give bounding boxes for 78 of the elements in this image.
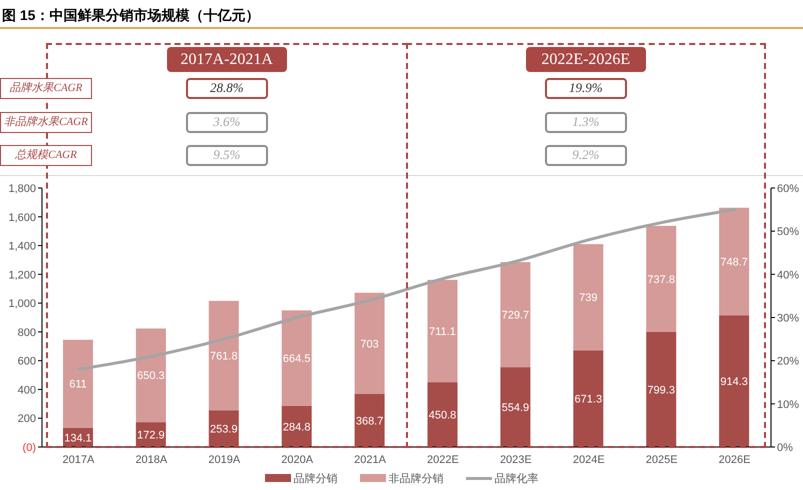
- y2-tick-label: 10%: [777, 398, 800, 411]
- legend-label: 非品牌分销: [388, 472, 444, 486]
- data-label: 172.9: [137, 429, 165, 442]
- bar: [573, 244, 604, 350]
- x-tick-label: 2021A: [354, 454, 387, 466]
- bar: [573, 350, 604, 447]
- y2-tick-label: 20%: [777, 356, 800, 368]
- data-label: 253.9: [210, 424, 238, 436]
- data-label: 611: [69, 378, 87, 391]
- text: 3.6%: [213, 114, 240, 128]
- y-tick-label: 1,000: [8, 298, 36, 310]
- x-tick-label: 2019A: [208, 454, 241, 466]
- chart-title: 图 15：中国鲜果分销市场规模（十亿元）: [2, 7, 260, 23]
- y-tick-label: 1,200: [8, 269, 36, 282]
- y2-tick-label: 50%: [777, 226, 800, 238]
- y2-tick-label: 30%: [777, 312, 800, 324]
- data-label: 739: [579, 292, 598, 304]
- x-tick-label: 2023E: [500, 454, 532, 466]
- text: 2017A-2021A: [180, 51, 273, 68]
- data-label: 711.1: [429, 326, 456, 338]
- x-tick-label: 2017A: [62, 454, 96, 466]
- text: 品牌水果CAGR: [10, 82, 82, 94]
- bar: [208, 300, 239, 410]
- y2-tick-label: 40%: [777, 269, 800, 282]
- data-label: 748.7: [720, 256, 748, 268]
- text: 1.3%: [572, 114, 600, 128]
- data-label: 729.7: [502, 310, 530, 322]
- y-tick-label: 1,600: [8, 212, 36, 224]
- data-label: 761.8: [210, 350, 238, 363]
- x-tick-label: 2025E: [646, 454, 678, 466]
- x-tick-label: 2024E: [572, 454, 605, 466]
- bar: [500, 262, 530, 368]
- y-tick-label: (0): [22, 442, 36, 454]
- y2-tick-label: 60%: [777, 183, 800, 195]
- bar: [354, 394, 385, 447]
- x-tick-label: 2022E: [427, 454, 459, 466]
- y-tick-label: 200: [18, 413, 36, 426]
- bar: [282, 310, 312, 406]
- data-label: 799.3: [647, 384, 675, 396]
- bar: [136, 328, 166, 422]
- y-tick-label: 600: [18, 356, 36, 368]
- bar: [646, 332, 676, 447]
- data-label: 671.3: [574, 394, 602, 406]
- legend-label: 品牌化率: [494, 472, 538, 486]
- data-label: 664.5: [282, 353, 310, 366]
- data-label: 284.8: [282, 421, 310, 434]
- data-label: 914.3: [720, 376, 748, 388]
- y-tick-label: 800: [18, 326, 36, 339]
- data-label: 134.1: [64, 432, 92, 444]
- data-label: 450.8: [428, 409, 456, 422]
- x-tick-label: 2026E: [718, 454, 750, 466]
- bar: [719, 315, 750, 447]
- bar: [428, 280, 458, 382]
- text: 总规模CAGR: [15, 149, 77, 161]
- data-label: 737.8: [647, 274, 675, 286]
- text: 2022E-2026E: [541, 51, 630, 68]
- bar: [63, 340, 93, 428]
- x-tick-label: 2018A: [135, 454, 168, 466]
- legend-label: 品牌分销: [294, 472, 338, 486]
- bar: [354, 292, 385, 394]
- y-tick-label: 1,800: [8, 183, 36, 195]
- text: 28.8%: [210, 80, 244, 95]
- y-tick-label: 1,400: [8, 240, 36, 253]
- x-tick-label: 2020A: [281, 454, 314, 466]
- data-label: 703: [360, 338, 379, 350]
- data-label: 650.3: [137, 370, 165, 382]
- data-label: 554.9: [502, 402, 530, 414]
- text: 9.2%: [572, 147, 600, 162]
- y2-tick-label: 0%: [777, 442, 794, 454]
- text: 19.9%: [568, 80, 603, 95]
- bar: [646, 226, 676, 332]
- text: 非品牌水果CAGR: [4, 116, 88, 128]
- bar: [428, 382, 458, 447]
- text: 9.5%: [213, 147, 240, 162]
- bar: [500, 367, 530, 447]
- bar: [719, 208, 750, 316]
- data-label: 368.7: [356, 415, 384, 428]
- y-tick-label: 400: [18, 384, 36, 396]
